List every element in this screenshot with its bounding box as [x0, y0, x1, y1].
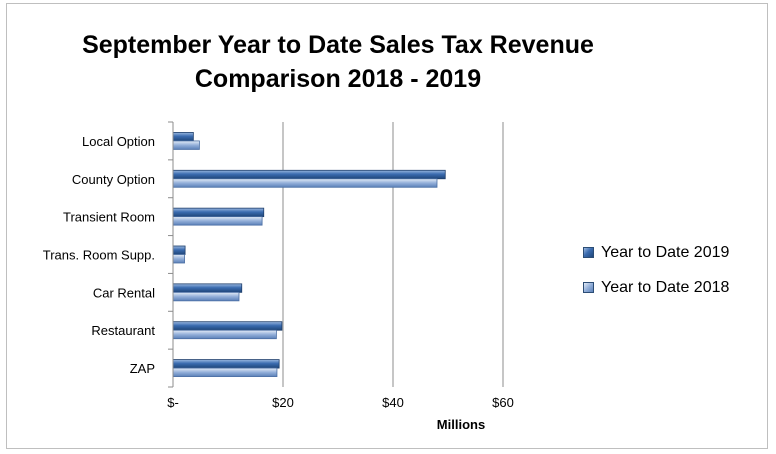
legend-label: Year to Date 2018 [601, 278, 730, 296]
x-tick-label: $20 [272, 395, 294, 410]
legend-swatch [583, 282, 594, 293]
legend-item-2018: Year to Date 2018 [583, 277, 729, 298]
bar-ytd-2019 [172, 245, 186, 255]
bar-ytd-2018 [172, 329, 277, 340]
bar-ytd-2019 [172, 207, 265, 218]
chart-frame [6, 3, 768, 449]
legend-label: Year to Date 2019 [601, 243, 730, 261]
x-axis-label: Millions [437, 417, 485, 432]
y-tick-label: Car Rental [93, 285, 155, 300]
bar-ytd-2019 [172, 169, 446, 180]
bar-ytd-2019 [172, 283, 243, 293]
x-tick-label: $40 [382, 395, 404, 410]
bar-ytd-2019 [172, 132, 194, 142]
bar-ytd-2018 [172, 216, 263, 226]
bar-ytd-2018 [172, 367, 278, 377]
bar-ytd-2019 [172, 359, 280, 369]
y-tick-label: Trans. Room Supp. [43, 248, 155, 263]
y-tick-label: ZAP [130, 361, 155, 376]
chart-title: September Year to Date Sales Tax Revenue… [0, 28, 676, 96]
legend: Year to Date 2019 Year to Date 2018 [583, 242, 729, 312]
legend-item-2019: Year to Date 2019 [583, 242, 729, 263]
x-tick-label: $60 [492, 395, 514, 410]
bar-ytd-2018 [172, 291, 240, 302]
legend-swatch [583, 247, 594, 258]
x-tick-label: $- [167, 395, 179, 410]
bar-ytd-2018 [172, 178, 438, 188]
y-tick-label: Transient Room [63, 210, 155, 225]
y-tick-label: County Option [72, 172, 155, 187]
bar-ytd-2018 [172, 140, 200, 150]
chart-title-line2: Comparison 2018 - 2019 [194, 65, 482, 93]
bar-ytd-2018 [172, 254, 185, 264]
chart-title-line1: September Year to Date Sales Tax Revenue [82, 31, 594, 59]
y-tick-label: Local Option [82, 134, 155, 149]
bar-ytd-2019 [172, 321, 283, 331]
y-tick-label: Restaurant [91, 323, 155, 338]
